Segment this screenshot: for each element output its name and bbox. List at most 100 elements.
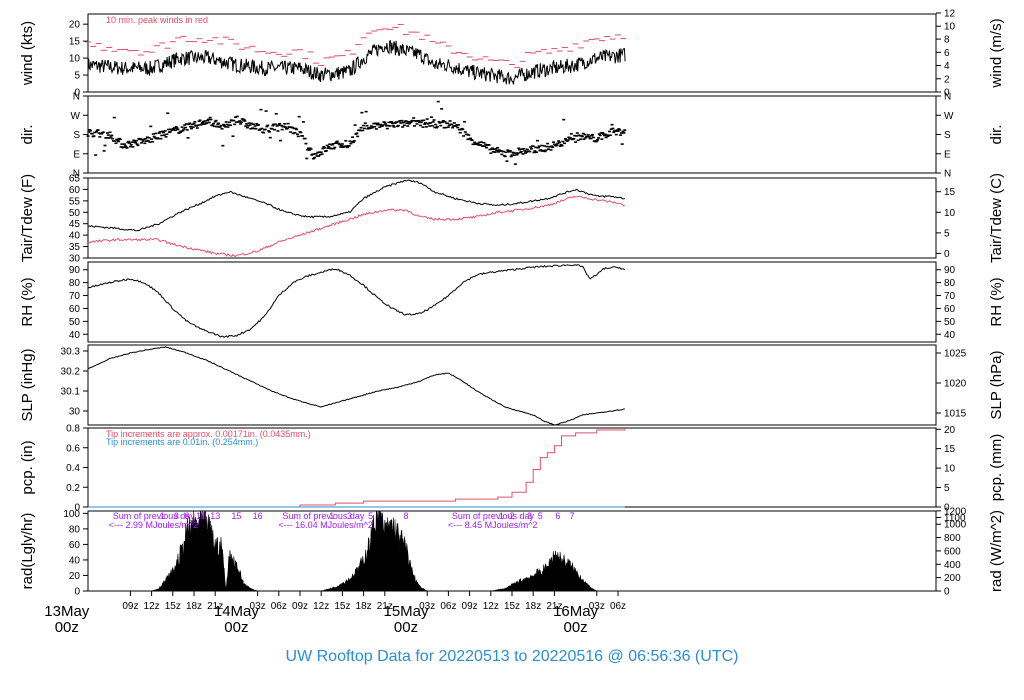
panel-frame (87, 261, 937, 343)
y-tick-label: 30.1 (61, 387, 81, 398)
panel-wind (83, 12, 941, 93)
y-tick-label: 60 (69, 304, 81, 315)
hour-marker: 8 (403, 511, 408, 521)
y2-tick-label: 20 (944, 425, 956, 436)
panel-slp (83, 344, 941, 426)
y2-tick-label: 60 (944, 304, 956, 315)
radiation-sum-value: <--- 8.45 MJoules/m^2 (448, 520, 538, 530)
y2-axis-label: rad (W/m^2) (988, 510, 1005, 592)
hour-marker: 6 (184, 511, 189, 521)
y2-tick-label: 1000 (944, 520, 967, 531)
x-tick-label: 06z (610, 601, 626, 612)
day-label: 14May (214, 603, 260, 620)
series-wind (87, 40, 626, 85)
hour-marker: 1 (160, 511, 165, 521)
y-tick-label: 0 (74, 503, 80, 514)
y-axis-label: Tair/Tdew (F) (19, 174, 36, 262)
panel-annotation-2: Tip increments are 0.01in. (0.254mm.) (106, 437, 258, 447)
y-tick-label: N (73, 169, 80, 180)
x-tick-label: 03z (589, 601, 605, 612)
y2-tick-label: 6 (944, 48, 950, 59)
y-tick-label: 60 (69, 185, 81, 196)
y2-tick-label: W (944, 111, 954, 122)
x-tick-label: 15z (334, 601, 350, 612)
y2-axis-label: RH (%) (988, 277, 1005, 326)
hour-marker: 7 (570, 511, 575, 521)
y-tick-label: 55 (69, 196, 81, 207)
radiation-sum-title: Sum of previous day (282, 511, 365, 521)
hour-marker: 3 (527, 511, 532, 521)
y2-tick-label: 12 (944, 8, 956, 19)
x-tick-label: 06z (440, 601, 456, 612)
y-axis-label: SLP (inHg) (19, 348, 36, 421)
y2-axis-label: wind (m/s) (988, 18, 1005, 88)
hour-marker: 3 (347, 511, 352, 521)
panel-dir (83, 95, 941, 174)
series-SLP (87, 346, 625, 426)
y2-tick-label: 400 (944, 560, 961, 571)
y2-axis-label: Tair/Tdew (C) (988, 173, 1005, 263)
y2-tick-label: 15 (944, 187, 956, 198)
x-tick-label: 12z (313, 601, 329, 612)
y-tick-label: 50 (69, 317, 81, 328)
series-Tair (87, 179, 625, 232)
x-tick-label: 03z (250, 601, 266, 612)
hour-marker: 13 (210, 511, 220, 521)
y2-tick-label: 200 (944, 573, 961, 584)
y-tick-label: W (71, 111, 81, 122)
y-tick-label: 40 (69, 555, 81, 566)
y2-tick-label: 50 (944, 317, 956, 328)
y2-tick-label: 0 (944, 249, 950, 260)
y2-tick-label: 600 (944, 546, 961, 557)
y2-tick-label: 1020 (944, 379, 967, 390)
series-pcp_tb (88, 429, 626, 508)
y-tick-label: 50 (69, 208, 81, 219)
hour-marker: 3 (174, 511, 179, 521)
hour-marker: 16 (253, 511, 263, 521)
y2-tick-label: E (944, 149, 951, 160)
day-time-label: 00z (224, 619, 248, 636)
y2-tick-label: 80 (944, 278, 956, 289)
panel-frame (87, 95, 937, 174)
y-tick-label: 10 (69, 54, 81, 65)
y-tick-label: 100 (63, 509, 80, 520)
y2-tick-label: 10 (944, 208, 956, 219)
y2-tick-label: S (944, 130, 951, 141)
y-tick-label: N (73, 92, 80, 103)
y2-tick-label: N (944, 92, 951, 103)
radiation-sum-value: <--- 2.99 MJoules/m^2 (109, 520, 199, 530)
hour-marker: 1 (329, 511, 334, 521)
series-RH (87, 264, 626, 338)
y-tick-label: 40 (69, 330, 81, 341)
x-tick-label: 21z (207, 601, 223, 612)
x-tick-label: 15z (504, 601, 520, 612)
radiation-sum-value: <--- 16.04 MJoules/m^2 (278, 520, 373, 530)
y2-tick-label: 2 (944, 74, 950, 85)
y-axis-label: rad(Lgly/hr) (19, 513, 36, 590)
y-axis-label: wind (kts) (19, 21, 36, 86)
day-time-label: 00z (564, 619, 588, 636)
y-tick-label: S (73, 130, 80, 141)
y-tick-label: E (73, 149, 80, 160)
y2-tick-label: 90 (944, 265, 956, 276)
y2-tick-label: 0 (944, 587, 950, 598)
y-tick-label: 35 (69, 242, 81, 253)
y2-tick-label: 0 (944, 88, 950, 99)
panel-frame (87, 344, 937, 426)
y2-axis-label: SLP (hPa) (988, 351, 1005, 420)
y-tick-label: 80 (69, 278, 81, 289)
panel-annotation: Tip increments are approx. 0.00171in. (0… (106, 429, 311, 439)
x-tick-label: 09z (462, 601, 478, 612)
hour-marker: 2 (509, 511, 514, 521)
hour-marker: 5 (538, 511, 543, 521)
hour-marker: 15 (231, 511, 241, 521)
hour-marker: 1 (499, 511, 504, 521)
day-time-label: 00z (394, 619, 418, 636)
y2-tick-label: 5 (944, 228, 950, 239)
y-tick-label: 0.2 (66, 483, 80, 494)
y-tick-label: 0 (74, 88, 80, 99)
y2-tick-label: 1100 (944, 513, 966, 524)
x-tick-label: 12z (144, 601, 160, 612)
y2-tick-label: 1200 (944, 506, 967, 517)
